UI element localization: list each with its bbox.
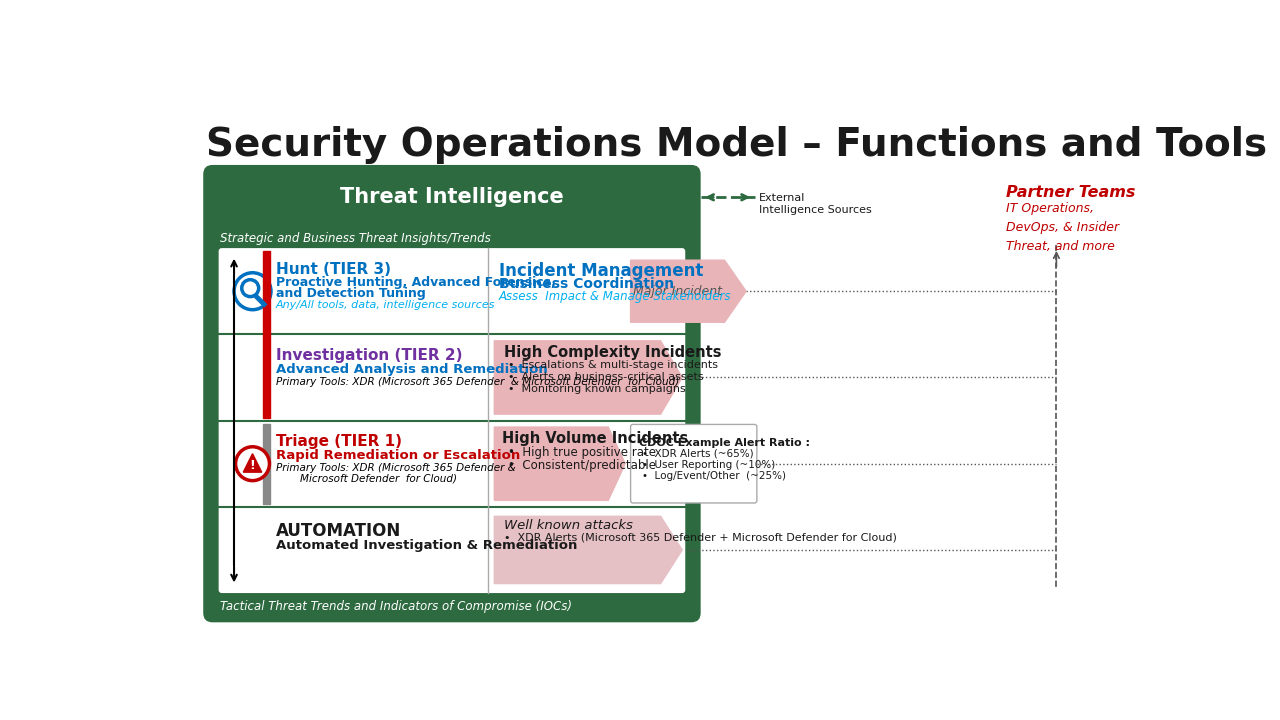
Text: Strategic and Business Threat Insights/Trends: Strategic and Business Threat Insights/T… <box>220 233 492 246</box>
Text: High Volume Incidents: High Volume Incidents <box>502 431 689 446</box>
Text: •  High true positive rate: • High true positive rate <box>508 446 657 459</box>
Text: !: ! <box>250 459 256 472</box>
Text: Microsoft Defender  for Cloud): Microsoft Defender for Cloud) <box>301 474 457 484</box>
Polygon shape <box>631 260 746 323</box>
Text: Proactive Hunting, Advanced Forensics,: Proactive Hunting, Advanced Forensics, <box>275 276 556 289</box>
Text: Tactical Threat Trends and Indicators of Compromise (IOCs): Tactical Threat Trends and Indicators of… <box>220 600 572 613</box>
Text: Assess  Impact & Manage Stakeholders: Assess Impact & Manage Stakeholders <box>499 290 731 303</box>
Text: Advanced Analysis and Remediation: Advanced Analysis and Remediation <box>275 363 548 376</box>
Text: Security Operations Model – Functions and Tools: Security Operations Model – Functions an… <box>206 127 1267 164</box>
Text: •  Escalations & multi-stage incidents: • Escalations & multi-stage incidents <box>508 360 718 370</box>
Text: Threat Intelligence: Threat Intelligence <box>340 187 563 207</box>
Circle shape <box>236 446 270 481</box>
Polygon shape <box>243 454 262 472</box>
Text: •  Monitoring known campaigns: • Monitoring known campaigns <box>508 384 686 395</box>
Circle shape <box>234 273 271 310</box>
Text: •  Alerts on business-critical assets: • Alerts on business-critical assets <box>508 372 704 382</box>
Text: Partner Teams: Partner Teams <box>1006 185 1135 200</box>
FancyBboxPatch shape <box>631 424 756 503</box>
Bar <box>264 251 270 418</box>
Text: CDOC Example Alert Ratio :: CDOC Example Alert Ratio : <box>639 438 810 448</box>
Polygon shape <box>494 427 625 500</box>
Text: AUTOMATION: AUTOMATION <box>275 522 401 540</box>
Text: Any/All tools, data, intelligence sources: Any/All tools, data, intelligence source… <box>275 300 495 310</box>
Text: •  Log/Event/Other  (~25%): • Log/Event/Other (~25%) <box>643 472 786 482</box>
Polygon shape <box>494 516 682 584</box>
Bar <box>264 423 270 504</box>
Text: Rapid Remediation or Escalation: Rapid Remediation or Escalation <box>275 449 520 462</box>
Text: •  XDR Alerts (~65%): • XDR Alerts (~65%) <box>643 449 754 459</box>
Text: Triage (TIER 1): Triage (TIER 1) <box>275 434 402 449</box>
Text: •  User Reporting (~10%): • User Reporting (~10%) <box>643 460 776 470</box>
Text: Incident Management: Incident Management <box>499 262 703 280</box>
Text: Primary Tools: XDR (Microsoft 365 Defender &: Primary Tools: XDR (Microsoft 365 Defend… <box>275 463 516 473</box>
Text: Automated Investigation & Remediation: Automated Investigation & Remediation <box>275 539 577 552</box>
Text: Well known attacks: Well known attacks <box>503 519 632 532</box>
Text: •  XDR Alerts (Microsoft 365 Defender + Microsoft Defender for Cloud): • XDR Alerts (Microsoft 365 Defender + M… <box>503 533 896 543</box>
Text: Business Coordination: Business Coordination <box>499 277 675 292</box>
Text: High Complexity Incidents: High Complexity Incidents <box>503 345 721 360</box>
Text: Major Incident: Major Incident <box>634 284 722 298</box>
Text: Hunt (TIER 3): Hunt (TIER 3) <box>275 262 390 277</box>
Text: Investigation (TIER 2): Investigation (TIER 2) <box>275 348 462 363</box>
Text: •  Consistent/predictable: • Consistent/predictable <box>508 459 657 472</box>
Text: External
Intelligence Sources: External Intelligence Sources <box>759 194 872 215</box>
FancyBboxPatch shape <box>204 165 700 622</box>
Polygon shape <box>494 341 682 414</box>
FancyBboxPatch shape <box>219 248 685 593</box>
Text: and Detection Tuning: and Detection Tuning <box>275 287 425 300</box>
Text: IT Operations,
DevOps, & Insider
Threat, and more: IT Operations, DevOps, & Insider Threat,… <box>1006 202 1120 253</box>
Text: Primary Tools: XDR (Microsoft 365 Defender  & Microsoft Defender  for Cloud): Primary Tools: XDR (Microsoft 365 Defend… <box>275 377 678 387</box>
